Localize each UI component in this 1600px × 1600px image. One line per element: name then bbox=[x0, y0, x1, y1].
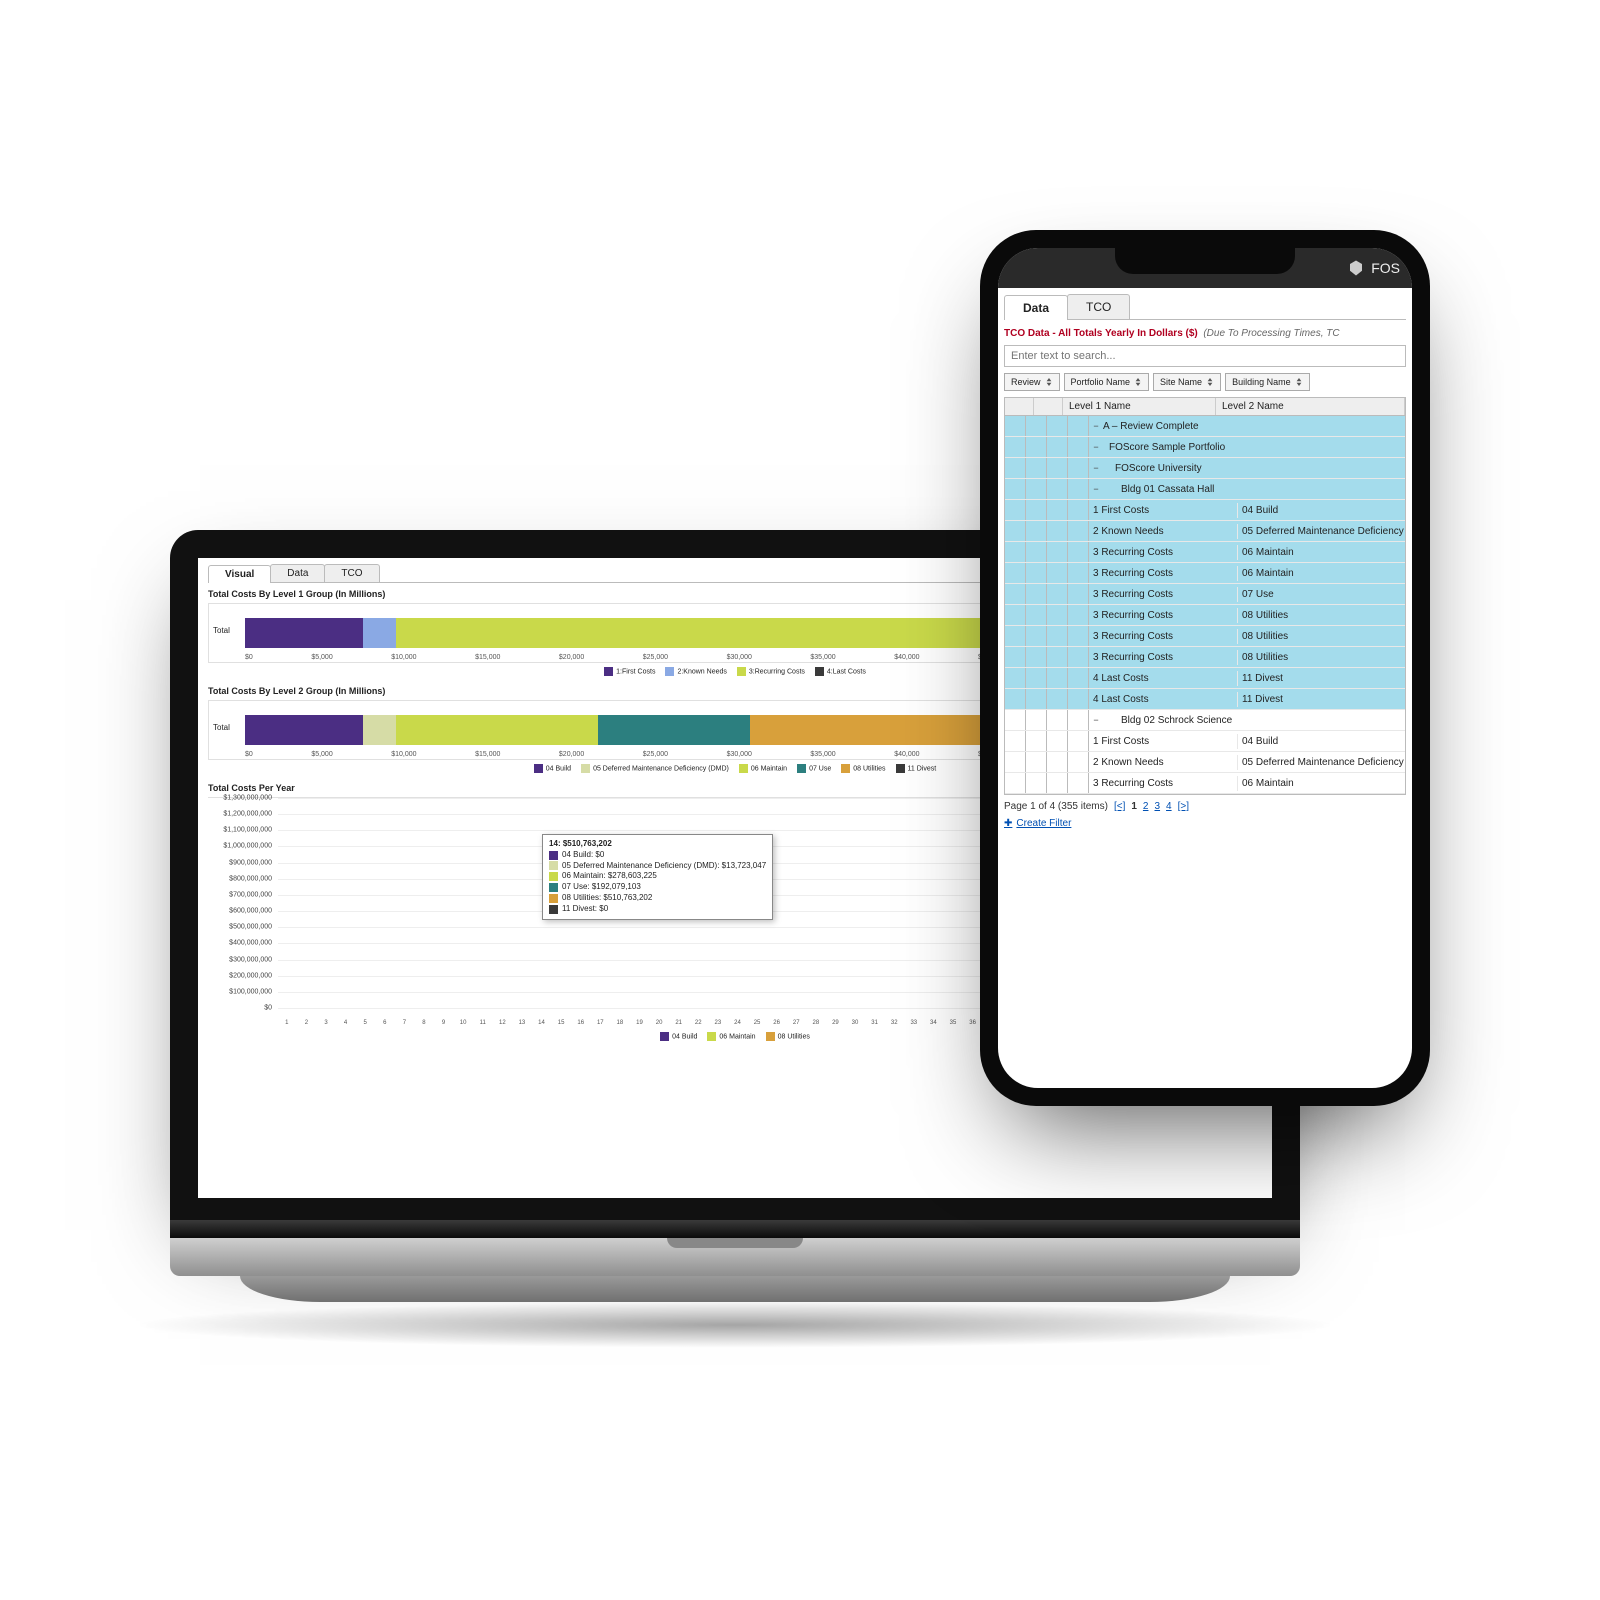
tree-row[interactable]: 3 Recurring Costs08 Utilities bbox=[1005, 626, 1405, 647]
tree-row[interactable]: 3 Recurring Costs07 Use bbox=[1005, 584, 1405, 605]
legend-item: 05 Deferred Maintenance Deficiency (DMD) bbox=[581, 764, 729, 773]
tree-row[interactable]: 4 Last Costs11 Divest bbox=[1005, 689, 1405, 710]
tree-row[interactable]: 1 First Costs04 Build bbox=[1005, 731, 1405, 752]
group-by-portfolio-name[interactable]: Portfolio Name bbox=[1064, 373, 1150, 391]
tab-visual[interactable]: Visual bbox=[208, 565, 271, 583]
laptop-base bbox=[170, 1238, 1300, 1276]
tab-tco[interactable]: TCO bbox=[1067, 294, 1130, 319]
pager-next[interactable]: [>] bbox=[1178, 801, 1189, 812]
data-tree: Level 1 Name Level 2 Name −A – Review Co… bbox=[1004, 397, 1406, 795]
sort-icon bbox=[1206, 378, 1214, 386]
legend-item: 08 Utilities bbox=[841, 764, 885, 773]
bar-seg-use bbox=[598, 715, 750, 745]
tab-data[interactable]: Data bbox=[1004, 295, 1068, 320]
pager-prev[interactable]: [<] bbox=[1114, 801, 1125, 812]
pager-page[interactable]: 4 bbox=[1166, 801, 1172, 812]
bar-seg-maintain bbox=[396, 715, 598, 745]
legend-item: 2:Known Needs bbox=[665, 667, 726, 676]
pager-page[interactable]: 3 bbox=[1154, 801, 1160, 812]
bar-seg-known bbox=[363, 618, 397, 648]
pager: Page 1 of 4 (355 items)[<]1234[>] bbox=[1004, 801, 1406, 812]
laptop-shadow bbox=[130, 1302, 1340, 1348]
brand-label: FOS bbox=[1371, 260, 1400, 276]
tree-row[interactable]: 2 Known Needs05 Deferred Maintenance Def… bbox=[1005, 752, 1405, 773]
group-by-review[interactable]: Review bbox=[1004, 373, 1060, 391]
tree-row[interactable]: 3 Recurring Costs06 Maintain bbox=[1005, 542, 1405, 563]
tree-row[interactable]: 3 Recurring Costs06 Maintain bbox=[1005, 563, 1405, 584]
legend-item: 04 Build bbox=[660, 1032, 697, 1041]
tree-row[interactable]: −A – Review Complete bbox=[1005, 416, 1405, 437]
tree-row[interactable]: 3 Recurring Costs06 Maintain bbox=[1005, 773, 1405, 794]
legend-item: 3:Recurring Costs bbox=[737, 667, 805, 676]
group-by-building-name[interactable]: Building Name bbox=[1225, 373, 1310, 391]
tree-row[interactable]: 2 Known Needs05 Deferred Maintenance Def… bbox=[1005, 521, 1405, 542]
chart2-ylabel: Total bbox=[213, 723, 230, 732]
legend-item: 04 Build bbox=[534, 764, 571, 773]
tree-row[interactable]: 3 Recurring Costs08 Utilities bbox=[1005, 605, 1405, 626]
phone-notch bbox=[1115, 248, 1295, 274]
legend-item: 07 Use bbox=[797, 764, 831, 773]
tab-data[interactable]: Data bbox=[270, 564, 325, 582]
tree-header: Level 1 Name Level 2 Name bbox=[1005, 398, 1405, 416]
tree-row[interactable]: −FOScore University bbox=[1005, 458, 1405, 479]
col-level2[interactable]: Level 2 Name bbox=[1216, 398, 1405, 415]
group-by-site-name[interactable]: Site Name bbox=[1153, 373, 1221, 391]
legend-item: 06 Maintain bbox=[707, 1032, 755, 1041]
tree-row[interactable]: 1 First Costs04 Build bbox=[1005, 500, 1405, 521]
expand-icon[interactable]: − bbox=[1089, 463, 1103, 473]
phone-screen: FOS DataTCO TCO Data - All Totals Yearly… bbox=[998, 248, 1412, 1088]
chart1-ylabel: Total bbox=[213, 626, 230, 635]
laptop-foot bbox=[240, 1276, 1230, 1302]
column-group-buttons: Review Portfolio Name Site Name Building… bbox=[1004, 373, 1406, 391]
data-title-note: (Due To Processing Times, TC bbox=[1203, 328, 1339, 339]
data-title-text: TCO Data - All Totals Yearly In Dollars … bbox=[1004, 328, 1198, 339]
expand-icon[interactable]: − bbox=[1089, 484, 1103, 494]
legend-item: 4:Last Costs bbox=[815, 667, 866, 676]
phone-bezel: FOS DataTCO TCO Data - All Totals Yearly… bbox=[980, 230, 1430, 1106]
legend-item: 11 Divest bbox=[896, 764, 937, 773]
bar-seg-build bbox=[245, 618, 363, 648]
tree-row[interactable]: −Bldg 02 Schrock Science bbox=[1005, 710, 1405, 731]
plus-icon: ✚ bbox=[1004, 818, 1012, 829]
legend-item: 08 Utilities bbox=[766, 1032, 810, 1041]
tree-row[interactable]: −Bldg 01 Cassata Hall bbox=[1005, 479, 1405, 500]
expand-icon[interactable]: − bbox=[1089, 442, 1103, 452]
create-filter-link[interactable]: ✚ Create Filter bbox=[1004, 818, 1071, 829]
sort-icon bbox=[1134, 378, 1142, 386]
legend-item: 1:First Costs bbox=[604, 667, 655, 676]
bar-seg-build bbox=[245, 715, 363, 745]
data-title: TCO Data - All Totals Yearly In Dollars … bbox=[1004, 328, 1406, 339]
bar-seg-dmd bbox=[363, 715, 397, 745]
legend-item: 06 Maintain bbox=[739, 764, 787, 773]
create-filter-label: Create Filter bbox=[1016, 818, 1071, 829]
sort-icon bbox=[1045, 378, 1053, 386]
search-input[interactable] bbox=[1004, 345, 1406, 367]
laptop-hinge bbox=[170, 1220, 1300, 1238]
yearly-tooltip: 14: $510,763,20204 Build: $005 Deferred … bbox=[542, 834, 773, 920]
hex-logo-icon bbox=[1347, 259, 1365, 277]
tree-row[interactable]: 4 Last Costs11 Divest bbox=[1005, 668, 1405, 689]
sort-icon bbox=[1295, 378, 1303, 386]
pager-page[interactable]: 2 bbox=[1143, 801, 1149, 812]
col-level1[interactable]: Level 1 Name bbox=[1063, 398, 1216, 415]
phone-device: FOS DataTCO TCO Data - All Totals Yearly… bbox=[980, 230, 1430, 1106]
tree-row[interactable]: −FOScore Sample Portfolio bbox=[1005, 437, 1405, 458]
expand-icon[interactable]: − bbox=[1089, 715, 1103, 725]
pager-summary: Page 1 of 4 (355 items) bbox=[1004, 801, 1108, 812]
tab-tco[interactable]: TCO bbox=[324, 564, 379, 582]
phone-tabbar: DataTCO bbox=[1004, 294, 1406, 320]
mobile-content: DataTCO TCO Data - All Totals Yearly In … bbox=[998, 288, 1412, 839]
tree-row[interactable]: 3 Recurring Costs08 Utilities bbox=[1005, 647, 1405, 668]
expand-icon[interactable]: − bbox=[1089, 421, 1103, 431]
